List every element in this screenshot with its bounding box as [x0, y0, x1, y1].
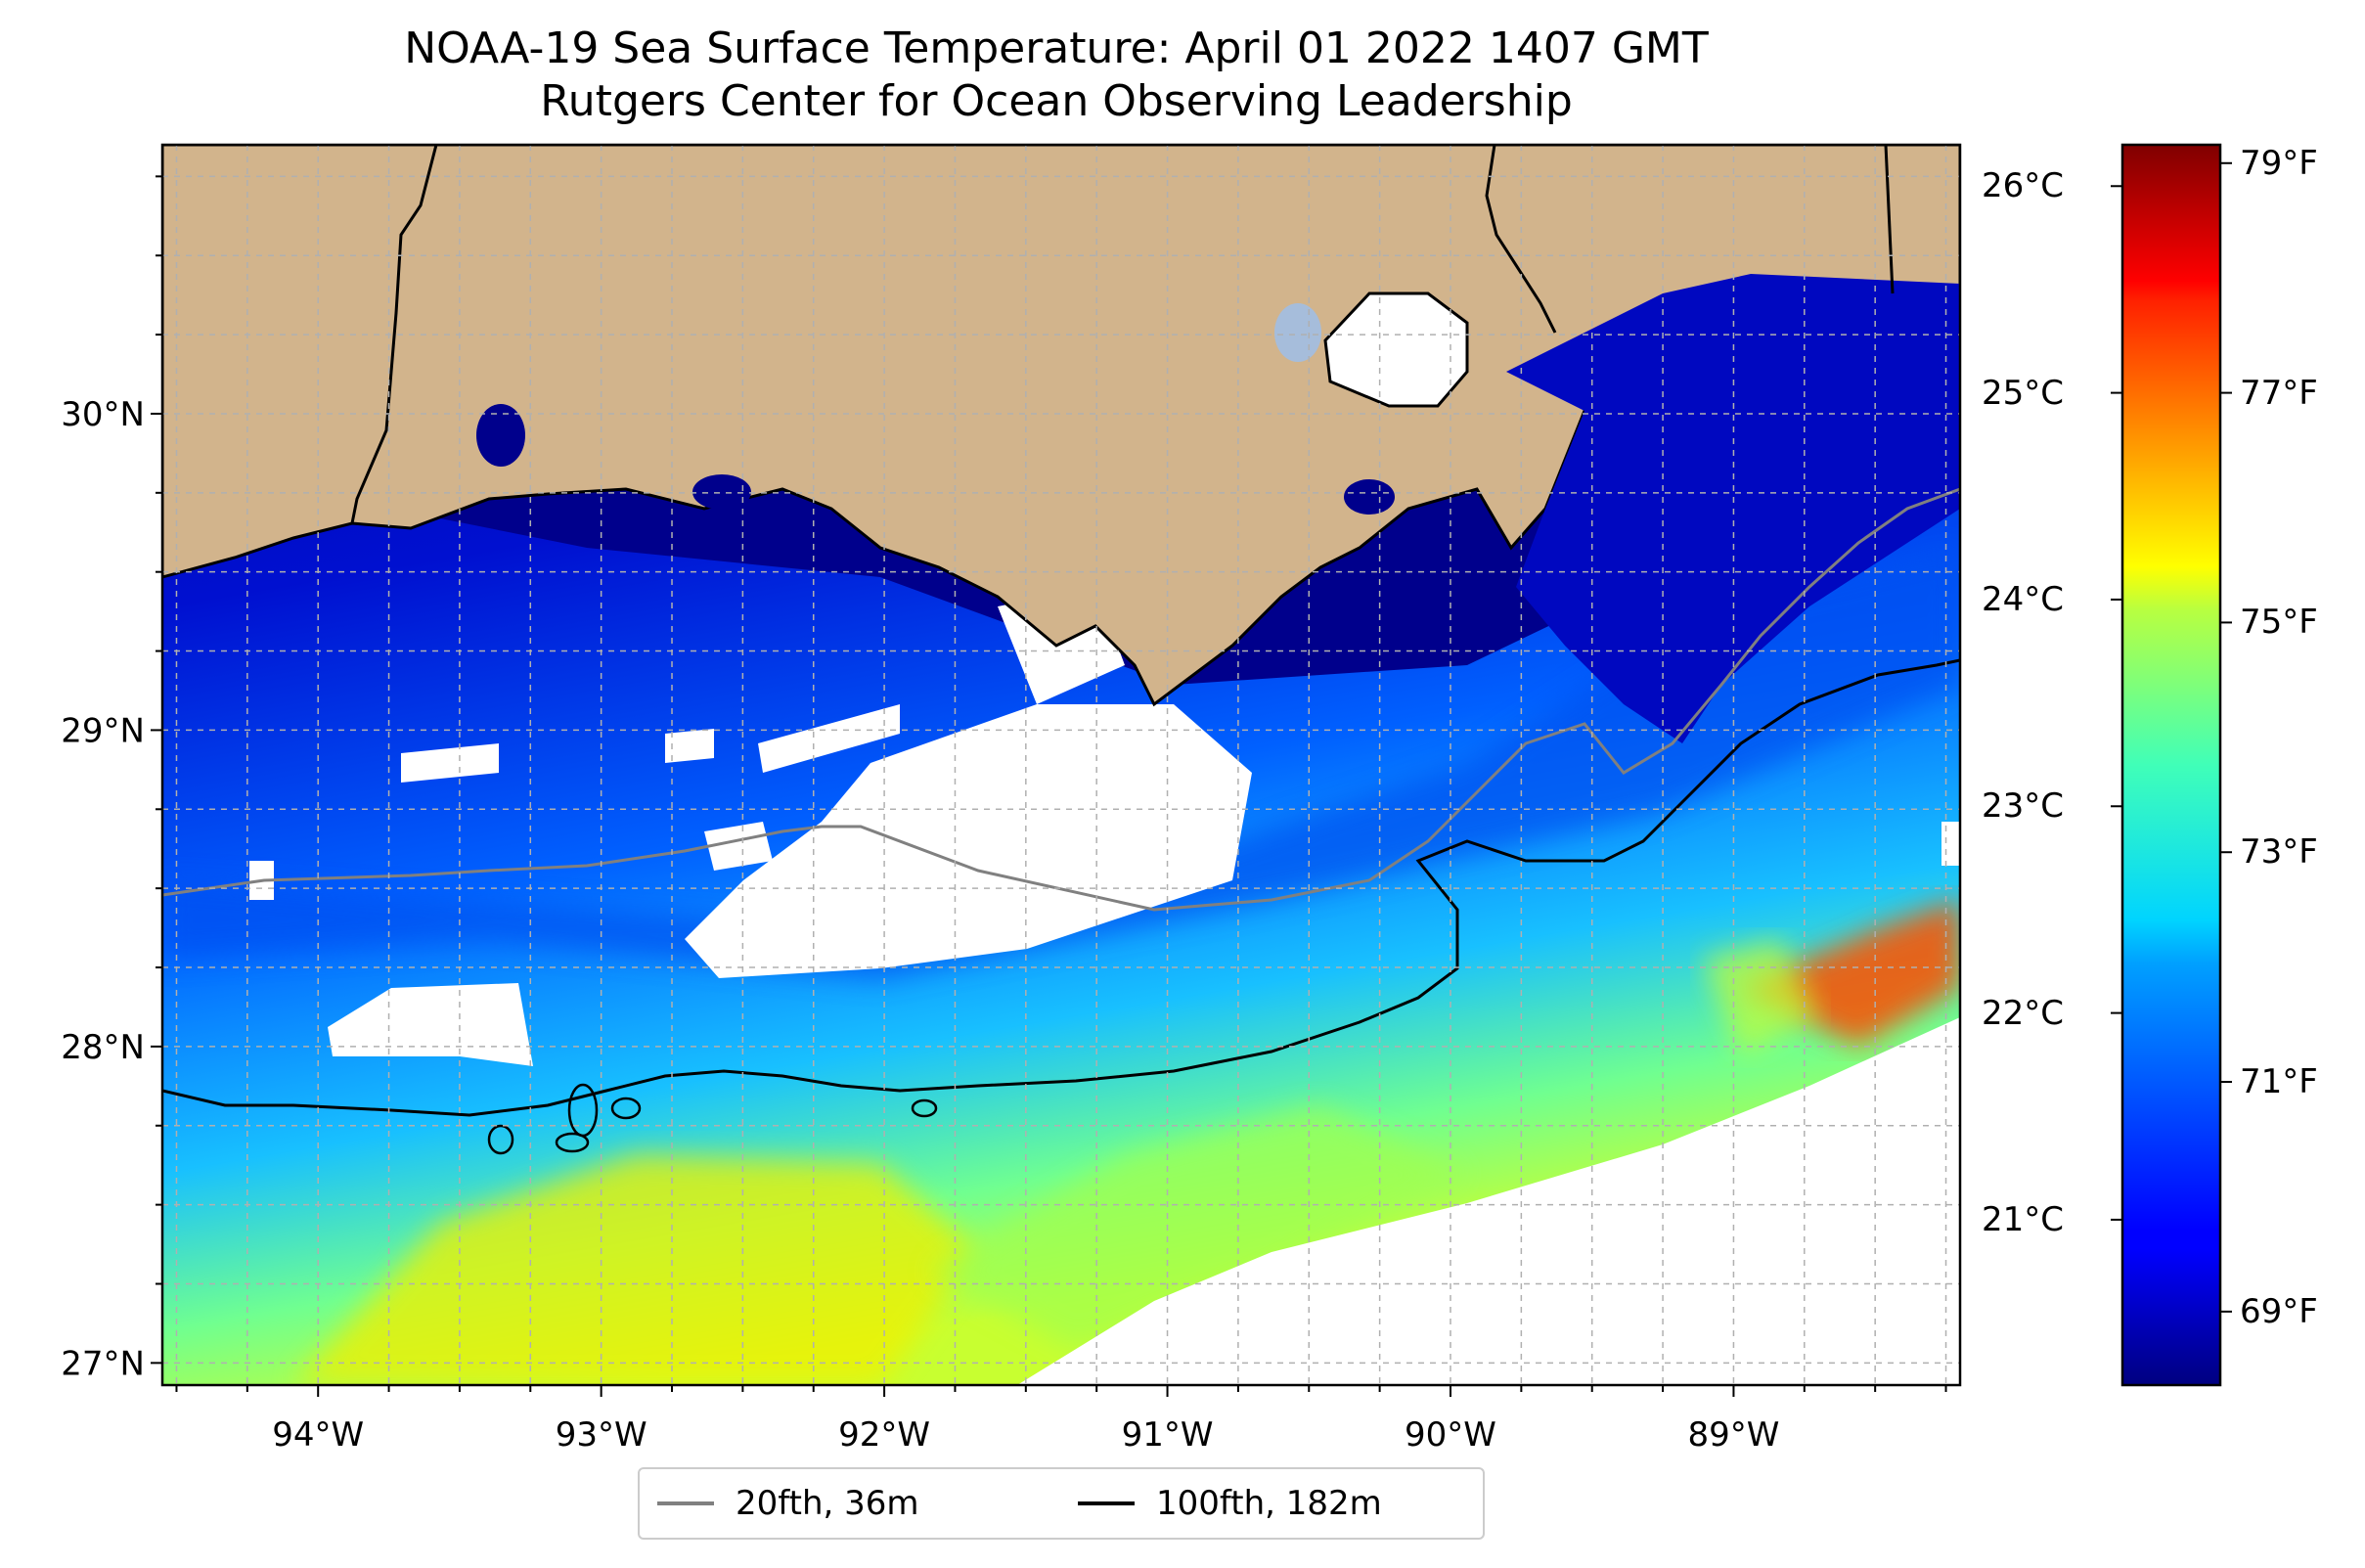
colorbar-label-celsius: 22°C — [1982, 993, 2065, 1033]
axis-ticks — [151, 175, 1947, 1397]
legend-label-100fth: 100fth, 182m — [1156, 1484, 1382, 1523]
y-tick-label: 29°N — [61, 711, 145, 750]
state-border-la-ms — [1485, 145, 1557, 334]
colorbar-label-fahrenheit: 79°F — [2240, 143, 2318, 183]
warm-core — [293, 1154, 978, 1385]
grand-lake — [692, 474, 751, 510]
bank-4 — [555, 1132, 590, 1153]
y-tick-label: 30°N — [61, 395, 145, 434]
map-content — [162, 145, 1960, 1385]
state-border-ms-al — [1884, 145, 1895, 294]
bank-5 — [911, 1098, 938, 1118]
x-tick-label: 94°W — [272, 1415, 364, 1455]
legend-item-100fth: 100fth, 182m — [1078, 1469, 1382, 1538]
warm-eddy — [1702, 939, 1819, 1056]
bank-2 — [487, 1124, 514, 1155]
isobath-legend: 20fth, 36m 100fth, 182m — [638, 1467, 1485, 1540]
cloud-gap-6 — [704, 822, 773, 871]
colorbar-label-fahrenheit: 69°F — [2240, 1291, 2318, 1331]
chart-title: NOAA-19 Sea Surface Temperature: April 0… — [404, 23, 1709, 73]
colorbar-label-celsius: 24°C — [1982, 579, 2065, 619]
x-tick-label: 89°W — [1687, 1415, 1779, 1455]
y-tick-label: 28°N — [61, 1028, 145, 1067]
colorbar-label-fahrenheit: 73°F — [2240, 832, 2318, 873]
colorbar-label-celsius: 26°C — [1982, 166, 2065, 206]
cloud-gap-4 — [401, 743, 499, 783]
x-tick-label: 91°W — [1122, 1415, 1214, 1455]
cloud-gap-5 — [328, 983, 533, 1066]
colorbar-label-celsius: 23°C — [1982, 786, 2065, 827]
isobath-100fth — [162, 658, 1960, 1117]
cloud-gap-7 — [1941, 822, 1960, 866]
cloud-gap-3 — [665, 729, 714, 763]
lake-palourde — [1344, 479, 1395, 515]
colorbar-label-fahrenheit: 71°F — [2240, 1062, 2318, 1102]
legend-label-20fth: 20fth, 36m — [736, 1484, 919, 1523]
legend-item-20fth: 20fth, 36m — [657, 1469, 919, 1538]
inland-lake — [1274, 303, 1321, 362]
legend-swatch-20fth — [657, 1501, 714, 1505]
no-data-south — [1017, 1017, 1960, 1385]
colorbar-label-fahrenheit: 77°F — [2240, 373, 2318, 413]
lake-pontchartrain — [1323, 291, 1469, 408]
colorbar-label-celsius: 25°C — [1982, 373, 2065, 413]
map-grid — [162, 145, 1960, 1385]
chart-subtitle: Rutgers Center for Ocean Observing Leade… — [540, 76, 1573, 126]
colorbar-ticks — [2111, 161, 2232, 1313]
x-tick-label: 90°W — [1405, 1415, 1496, 1455]
axis-tick-labels: 94°W 93°W 92°W 91°W 90°W 89°W 30°N 29°N 28°N 27°N — [61, 395, 1779, 1455]
calcasieu-lake — [476, 404, 525, 467]
warm-plume — [929, 1105, 1467, 1350]
legend-swatch-100fth — [1078, 1501, 1135, 1505]
isobath-20fth — [162, 487, 1960, 912]
colorbar-label-celsius: 21°C — [1982, 1199, 2065, 1239]
cloud-gap-central — [685, 704, 1252, 978]
state-border-tx-la — [350, 145, 438, 524]
cloud-gap-2 — [758, 704, 900, 773]
bank-3 — [610, 1097, 642, 1120]
y-tick-label: 27°N — [61, 1344, 145, 1383]
colorbar — [2120, 143, 2222, 1387]
x-tick-label: 93°W — [556, 1415, 647, 1455]
colorbar-label-fahrenheit: 75°F — [2240, 603, 2318, 643]
x-tick-label: 92°W — [838, 1415, 930, 1455]
map-frame — [160, 143, 1962, 1387]
